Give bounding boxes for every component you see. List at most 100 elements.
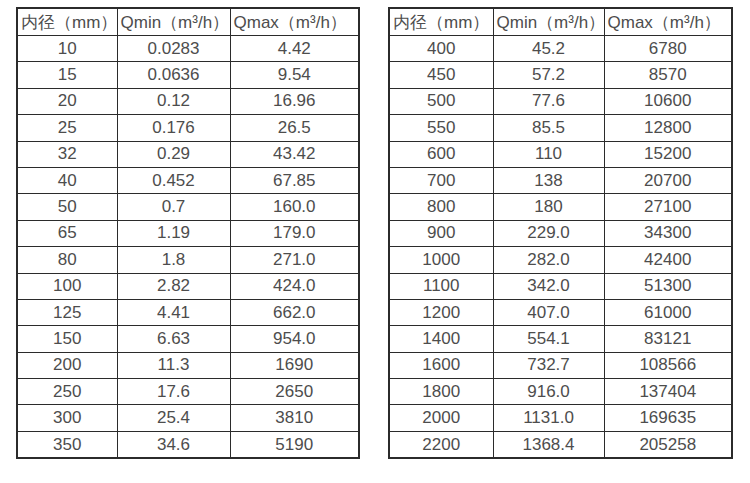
table-cell: 6.63 [117, 326, 230, 352]
table-cell: 0.452 [117, 167, 230, 193]
table-cell: 450 [389, 62, 493, 88]
table-cell: 554.1 [493, 326, 604, 352]
table-cell: 350 [17, 431, 117, 458]
table-cell: 1000 [389, 247, 493, 273]
flow-table-right: 内径（mm）Qmin（m³/h）Qmax（m³/h） 40045.2678045… [388, 7, 733, 459]
table-cell: 45.2 [493, 36, 604, 62]
table-cell: 0.29 [117, 141, 230, 167]
table-cell: 15200 [604, 141, 732, 167]
table-row: 400.45267.85 [17, 167, 359, 193]
table-row: 1200407.061000 [389, 299, 732, 325]
table-row: 250.17626.5 [17, 115, 359, 141]
table-cell: 26.5 [230, 115, 359, 141]
table-cell: 34300 [604, 220, 732, 246]
table-cell: 700 [389, 167, 493, 193]
table-cell: 0.176 [117, 115, 230, 141]
flow-table-right-header: 内径（mm）Qmin（m³/h）Qmax（m³/h） [389, 8, 732, 36]
table-row: 900229.034300 [389, 220, 732, 246]
table-cell: 108566 [604, 352, 732, 378]
table-cell: 17.6 [117, 379, 230, 405]
table-row: 1002.82424.0 [17, 273, 359, 299]
table-cell: 169635 [604, 405, 732, 431]
table-cell: 954.0 [230, 326, 359, 352]
table-cell: 2000 [389, 405, 493, 431]
table-cell: 179.0 [230, 220, 359, 246]
table-cell: 20 [17, 88, 117, 114]
table-cell: 160.0 [230, 194, 359, 220]
table-cell: 1100 [389, 273, 493, 299]
table-cell: 1368.4 [493, 431, 604, 458]
table-row: 1600732.7108566 [389, 352, 732, 378]
table-cell: 80 [17, 247, 117, 273]
table-cell: 600 [389, 141, 493, 167]
table-cell: 800 [389, 194, 493, 220]
table-cell: 1200 [389, 299, 493, 325]
table-row: 1506.63954.0 [17, 326, 359, 352]
table-cell: 2200 [389, 431, 493, 458]
table-cell: 1.19 [117, 220, 230, 246]
table-cell: 138 [493, 167, 604, 193]
table-cell: 732.7 [493, 352, 604, 378]
table-row: 30025.43810 [17, 405, 359, 431]
table-cell: 10600 [604, 88, 732, 114]
table-cell: 65 [17, 220, 117, 246]
table-cell: 1400 [389, 326, 493, 352]
table-row: 20001131.0169635 [389, 405, 732, 431]
table-cell: 1.8 [117, 247, 230, 273]
table-cell: 916.0 [493, 379, 604, 405]
table-row: 40045.26780 [389, 36, 732, 62]
table-cell: 6780 [604, 36, 732, 62]
table-row: 801.8271.0 [17, 247, 359, 273]
table-cell: 9.54 [230, 62, 359, 88]
table-row: 1254.41662.0 [17, 299, 359, 325]
page-canvas: 内径（mm）Qmin（m³/h）Qmax（m³/h） 100.02834.421… [0, 0, 750, 483]
table-cell: 4.42 [230, 36, 359, 62]
table-cell: 229.0 [493, 220, 604, 246]
table-cell: 67.85 [230, 167, 359, 193]
table-cell: 2.82 [117, 273, 230, 299]
table-row: 1800916.0137404 [389, 379, 732, 405]
table-cell: 500 [389, 88, 493, 114]
table-cell: 110 [493, 141, 604, 167]
table-cell: 271.0 [230, 247, 359, 273]
flow-table-left-header: 内径（mm）Qmin（m³/h）Qmax（m³/h） [17, 8, 359, 36]
table-cell: 1690 [230, 352, 359, 378]
table-row: 1100342.051300 [389, 273, 732, 299]
table-cell: 16.96 [230, 88, 359, 114]
table-cell: 2650 [230, 379, 359, 405]
table-cell: 11.3 [117, 352, 230, 378]
table-cell: 10 [17, 36, 117, 62]
table-cell: 20700 [604, 167, 732, 193]
table-cell: 125 [17, 299, 117, 325]
table-row: 150.06369.54 [17, 62, 359, 88]
table-cell: 550 [389, 115, 493, 141]
table-cell: 5190 [230, 431, 359, 458]
table-cell: 342.0 [493, 273, 604, 299]
table-row: 80018027100 [389, 194, 732, 220]
table-cell: 180 [493, 194, 604, 220]
table-cell: 900 [389, 220, 493, 246]
table-cell: 407.0 [493, 299, 604, 325]
table-cell: 27100 [604, 194, 732, 220]
table-cell: 400 [389, 36, 493, 62]
table-cell: 662.0 [230, 299, 359, 325]
table-cell: 137404 [604, 379, 732, 405]
flow-table-left: 内径（mm）Qmin（m³/h）Qmax（m³/h） 100.02834.421… [16, 7, 360, 459]
table-cell: 25 [17, 115, 117, 141]
table-row: 1400554.183121 [389, 326, 732, 352]
table-cell: 100 [17, 273, 117, 299]
table-cell: 282.0 [493, 247, 604, 273]
table-cell: 250 [17, 379, 117, 405]
table-row: 200.1216.96 [17, 88, 359, 114]
table-row: 60011015200 [389, 141, 732, 167]
table-row: 35034.65190 [17, 431, 359, 458]
table-cell: 50 [17, 194, 117, 220]
table-row: 50077.610600 [389, 88, 732, 114]
table-cell: 200 [17, 352, 117, 378]
table-header-cell: Qmin（m³/h） [493, 8, 604, 36]
table-cell: 34.6 [117, 431, 230, 458]
table-header-cell: Qmin（m³/h） [117, 8, 230, 36]
table-cell: 0.12 [117, 88, 230, 114]
flow-table-left-body: 100.02834.42150.06369.54200.1216.96250.1… [17, 36, 359, 459]
table-cell: 205258 [604, 431, 732, 458]
